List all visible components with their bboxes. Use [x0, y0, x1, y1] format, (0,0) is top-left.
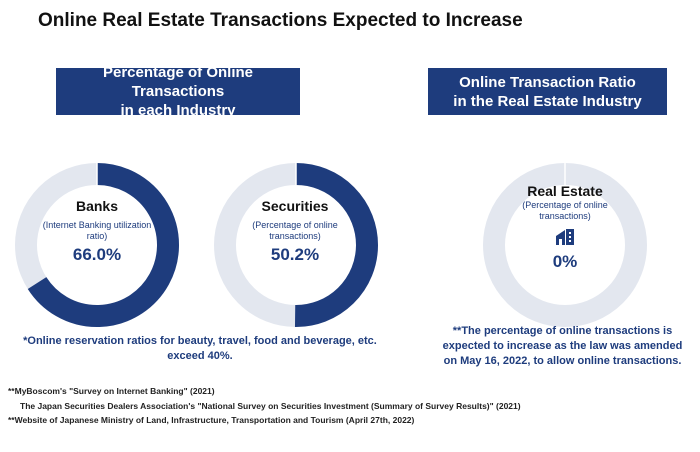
chart-value: 0% — [552, 252, 578, 271]
donut-slice-banks — [27, 163, 179, 327]
chart-name: Real Estate — [527, 183, 603, 199]
chart-subtitle: (Internet Banking utilization ratio) — [42, 220, 152, 241]
note-line: **The percentage of online transactions … — [452, 325, 673, 337]
header-line: in each Industry — [120, 102, 236, 119]
real-estate-label: Real Estate (Percentage of online transa… — [515, 183, 615, 272]
footnote: The Japan Securities Dealers Association… — [20, 401, 521, 411]
footnote: **Website of Japanese Ministry of Land, … — [8, 415, 415, 425]
left-note: *Online reservation ratios for beauty, t… — [0, 334, 400, 364]
building-icon — [556, 229, 574, 245]
chart-subtitle: (Percentage of online transactions) — [252, 220, 338, 241]
banks-label: Banks (Internet Banking utilization rati… — [37, 198, 157, 265]
note-line: expected to increase as the law was amen… — [442, 340, 683, 352]
chart-value: 66.0% — [72, 245, 122, 264]
header-line: in the Real Estate Industry — [453, 92, 642, 110]
footnote: **MyBoscom's "Survey on Internet Banking… — [8, 386, 215, 396]
securities-label: Securities (Percentage of online transac… — [240, 198, 350, 265]
note-line: *Online reservation ratios for beauty, t… — [23, 335, 377, 347]
chart-name: Banks — [75, 198, 119, 214]
page-title: Online Real Estate Transactions Expected… — [38, 10, 523, 31]
header-line: Online Transaction Ratio — [459, 73, 636, 91]
chart-subtitle: (Percentage of online transactions) — [522, 200, 608, 221]
industry-header: Percentage of Online Transactions in each… — [56, 64, 300, 119]
right-note: **The percentage of online transactions … — [420, 324, 700, 369]
real-estate-header: Online Transaction Ratio in the Real Esta… — [428, 68, 667, 115]
note-line: exceed 40%. — [167, 350, 233, 362]
header-line: Percentage of Online Transactions — [102, 64, 254, 100]
chart-value: 50.2% — [270, 245, 320, 264]
chart-name: Securities — [261, 198, 329, 214]
donut-slice-securities — [294, 163, 379, 327]
note-line: on May 16, 2022, to allow online transac… — [443, 355, 682, 367]
